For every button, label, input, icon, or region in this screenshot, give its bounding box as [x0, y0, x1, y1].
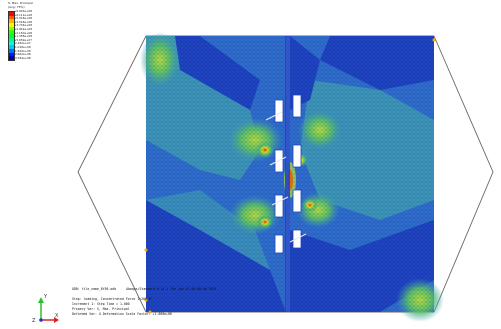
legend-value: -2.602e+08: [14, 52, 31, 57]
legend-swatch: [9, 19, 14, 24]
legend-value: -1.810e+08: [14, 48, 31, 53]
legend-swatch: [9, 37, 14, 42]
legend-swatch: [9, 52, 14, 57]
legend-value: +5.659e+07: [14, 37, 32, 42]
legend-value: +6.111e+08: [14, 12, 32, 17]
legend-value: -3.394e+08: [14, 55, 31, 60]
axis-triad: Y Z X: [32, 294, 60, 324]
boundary-markers: [144, 38, 436, 314]
status-increment: Increment 1: Step Time = 1.000: [72, 302, 130, 306]
legend-value: +2.150e+08: [14, 30, 32, 35]
status-deformed-var: Deformed Var: U Deformation Scale Factor…: [72, 312, 172, 316]
legend-value: -1.018e+08: [14, 45, 31, 50]
status-step: Step: loading, Concentrated Force 1=200 …: [72, 297, 151, 301]
legend-value: +4.526e+08: [14, 19, 32, 24]
legend-title-line1: S, Max. Principal: [8, 1, 33, 5]
legend-value: +6.903e+08: [14, 9, 32, 13]
legend-color-bar: [8, 11, 15, 61]
joint-region: [265, 36, 307, 312]
legend-title: S, Max. Principal (Avg: 75%): [8, 1, 33, 9]
legend-swatch: [9, 12, 14, 16]
legend-value: +2.942e+08: [14, 27, 32, 32]
legend-value: +1.358e+08: [14, 34, 32, 39]
legend-swatch: [9, 34, 14, 38]
status-primary-var: Primary Var: S, Max. Principal: [72, 307, 130, 311]
legend-swatch: [9, 48, 14, 53]
legend-swatch: [9, 15, 14, 20]
legend-swatch: [9, 56, 14, 60]
legend-title-line2: (Avg: 75%): [8, 4, 25, 9]
z-axis-label: Z: [32, 318, 36, 324]
legend-swatch: [9, 23, 14, 27]
status-odb-name: ODB: file_name_8f56.odb: [72, 287, 117, 291]
legend-value: +3.734e+08: [14, 23, 32, 28]
x-axis-label: X: [55, 313, 59, 319]
legend-value: -2.262e+07: [14, 41, 31, 46]
legend-swatch: [9, 30, 14, 35]
z-axis-marker: [39, 318, 43, 322]
legend-value: +5.318e+08: [14, 16, 32, 21]
legend-swatch: [9, 26, 14, 31]
legend-swatch: [9, 45, 14, 49]
legend-swatch: [9, 41, 14, 46]
status-odb-suffix: Abaqus/Standard 6.14-1 Tue Jan 01 00:00:…: [126, 287, 217, 291]
status-odb: ODB: file_name_8f56.odb Abaqus/Standard …: [72, 287, 216, 291]
y-axis-label: Y: [44, 294, 48, 300]
contour-legend: S, Max. Principal (Avg: 75%) +6.903e+08 +…: [2, 1, 46, 61]
legend-value-labels: +6.903e+08 +6.111e+08 +5.318e+08 +4.526e+08…: [14, 10, 32, 60]
